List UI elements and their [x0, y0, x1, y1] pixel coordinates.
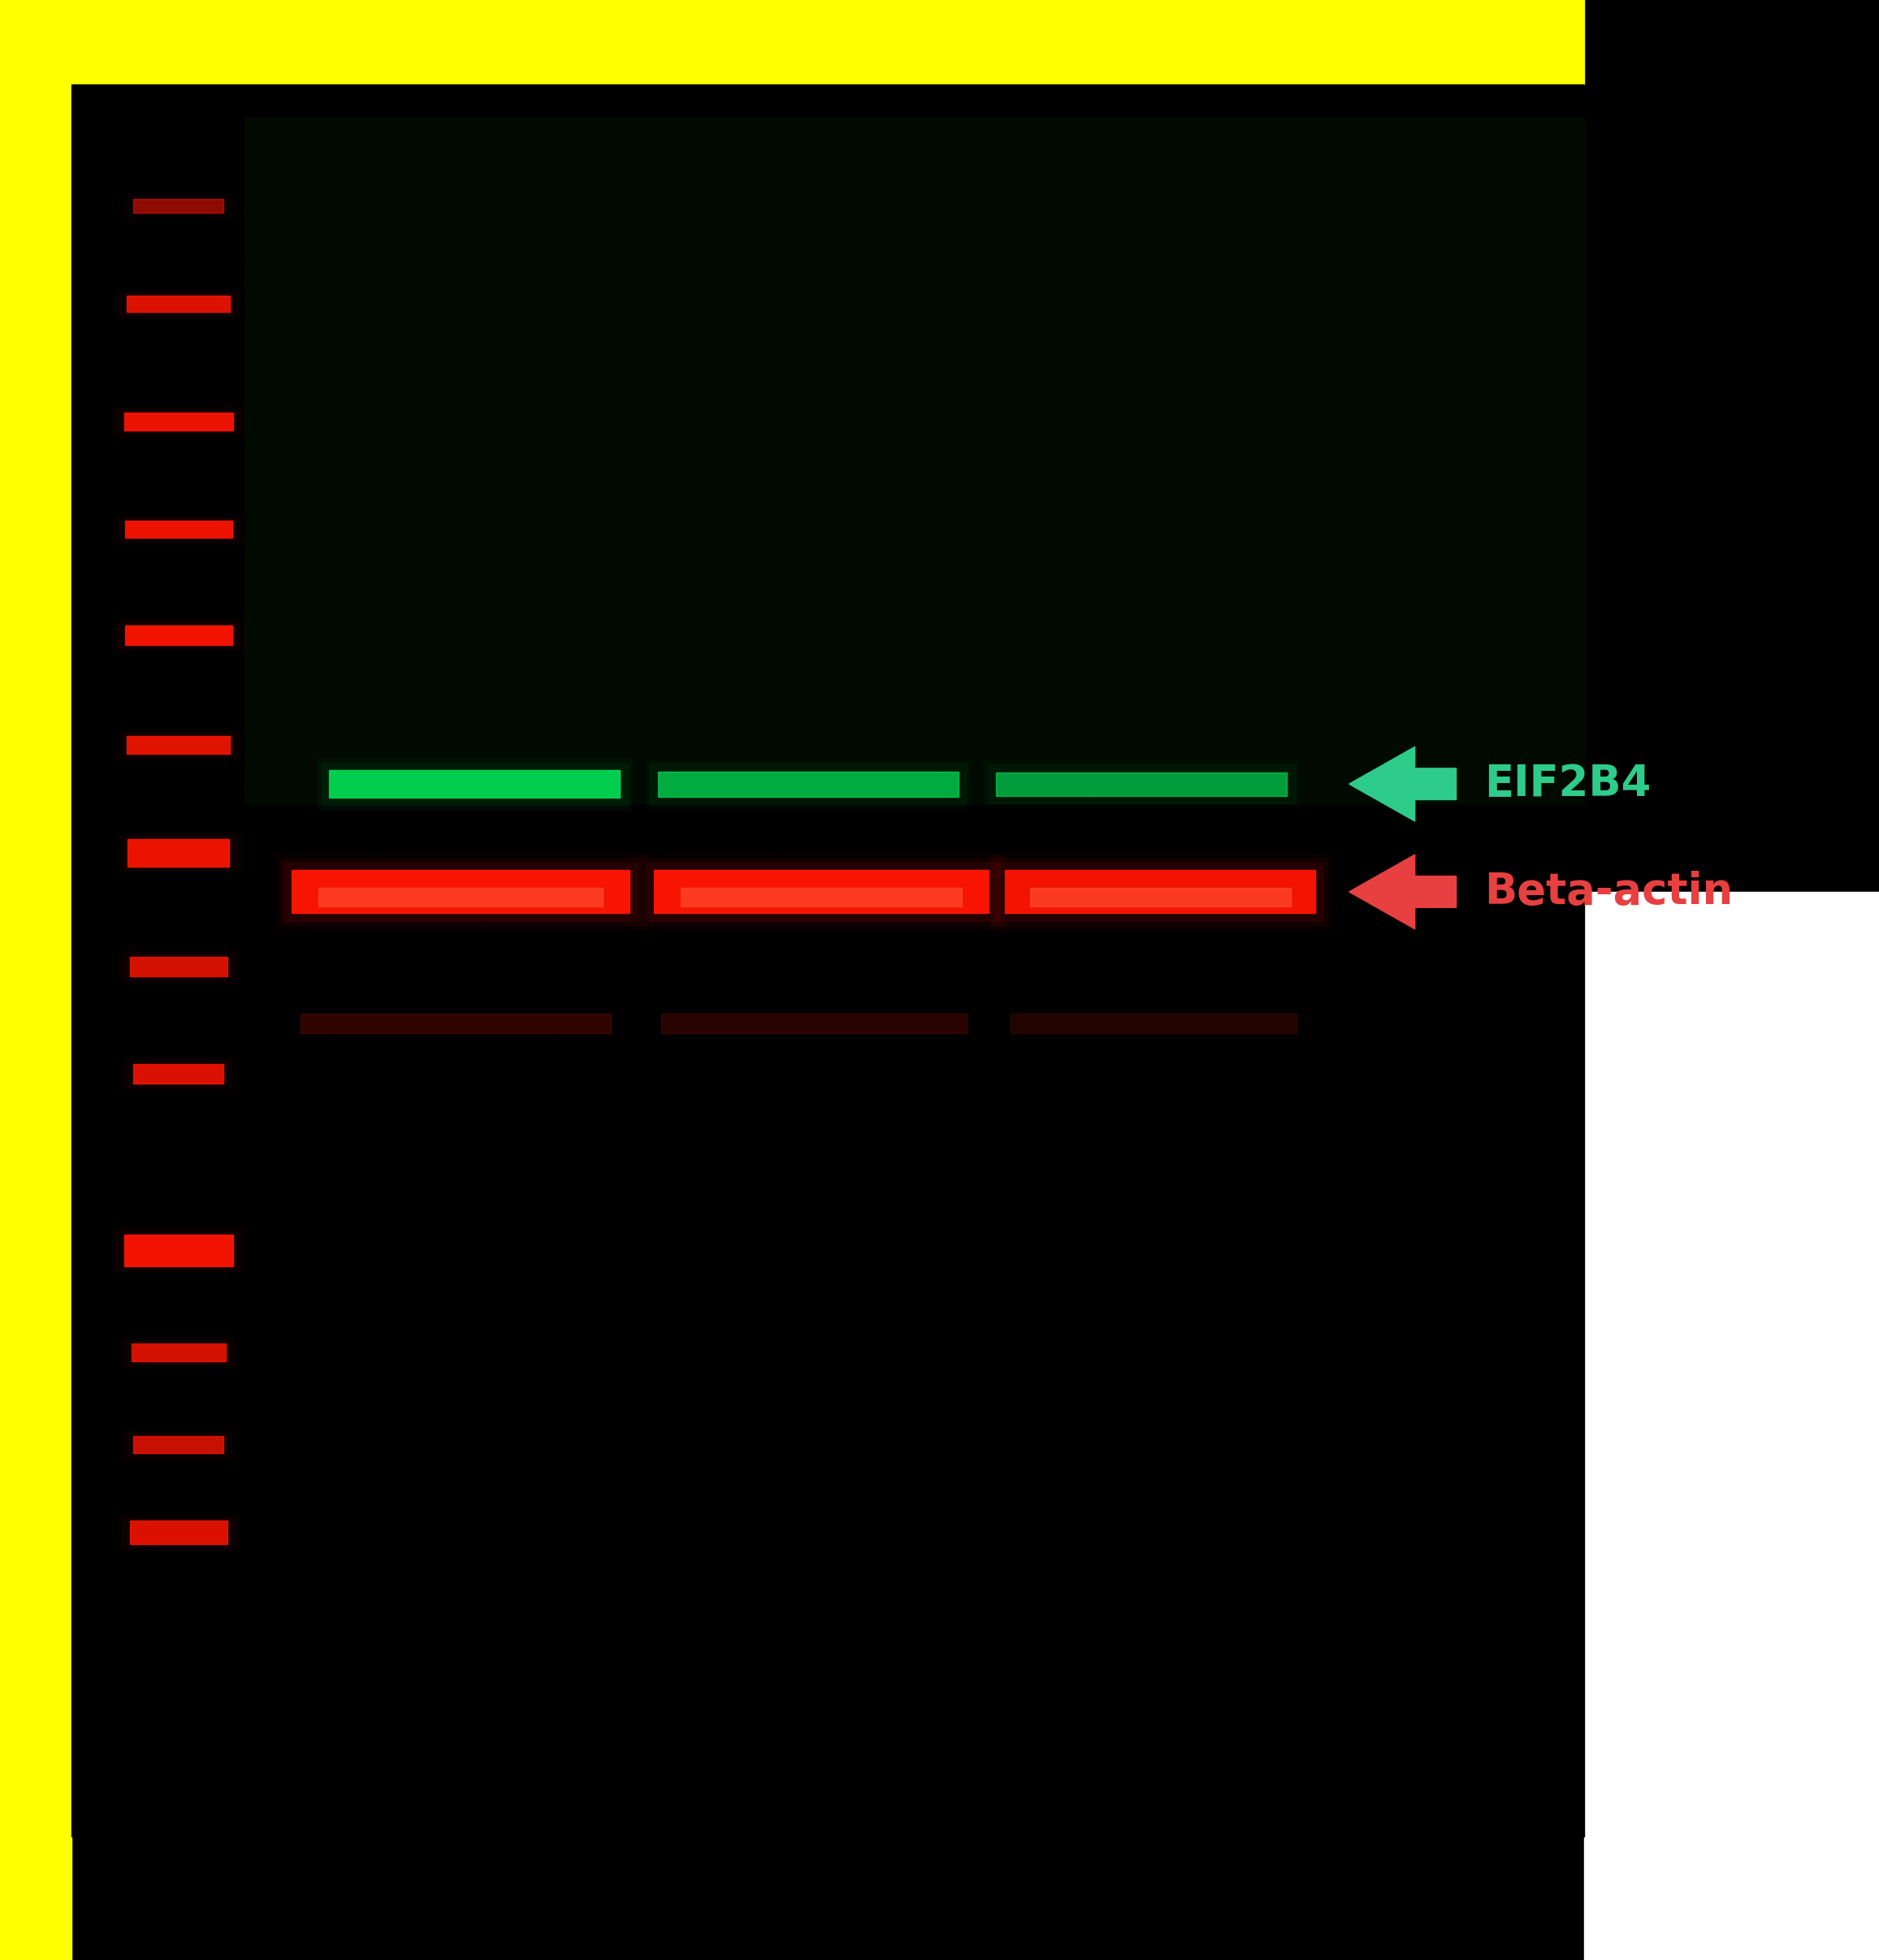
Bar: [71, 84, 1584, 1837]
Text: EIF2B4: EIF2B4: [1484, 762, 1652, 806]
Bar: [126, 735, 229, 753]
Bar: [124, 625, 231, 645]
Bar: [646, 759, 970, 808]
Bar: [133, 1064, 224, 1084]
Bar: [122, 192, 235, 218]
Bar: [118, 951, 239, 982]
Text: Beta-actin: Beta-actin: [1484, 870, 1732, 913]
Bar: [318, 888, 603, 907]
Bar: [126, 1431, 231, 1458]
Bar: [116, 408, 241, 435]
Bar: [124, 412, 233, 431]
Bar: [0, 84, 71, 1960]
Bar: [639, 855, 1003, 929]
Bar: [122, 1058, 235, 1090]
Bar: [118, 1515, 239, 1550]
Bar: [113, 1229, 244, 1272]
Bar: [130, 1521, 227, 1544]
Bar: [661, 1013, 968, 1033]
Bar: [996, 772, 1287, 796]
FancyArrow shape: [1349, 855, 1456, 929]
Bar: [650, 762, 966, 804]
Bar: [321, 762, 628, 806]
Bar: [118, 292, 237, 316]
Bar: [120, 835, 237, 870]
Bar: [1005, 870, 1315, 913]
Bar: [329, 770, 620, 798]
Bar: [115, 619, 244, 651]
Bar: [280, 858, 641, 925]
Bar: [646, 862, 996, 921]
Bar: [122, 1517, 235, 1548]
Bar: [132, 1345, 225, 1360]
Bar: [113, 406, 244, 435]
Bar: [130, 956, 227, 976]
Bar: [118, 731, 237, 757]
Bar: [0, 0, 1584, 84]
Bar: [244, 118, 1584, 804]
Bar: [124, 519, 231, 537]
Bar: [301, 1013, 611, 1033]
Bar: [318, 759, 631, 809]
Bar: [658, 772, 958, 796]
Bar: [122, 953, 235, 980]
Bar: [116, 731, 241, 759]
FancyArrow shape: [1349, 747, 1456, 821]
Bar: [120, 1337, 237, 1368]
Bar: [115, 514, 244, 543]
Bar: [1011, 1013, 1297, 1033]
Bar: [276, 855, 644, 929]
Bar: [116, 515, 241, 541]
Bar: [643, 858, 1000, 925]
Bar: [998, 862, 1323, 921]
Bar: [116, 1231, 241, 1270]
Bar: [124, 1235, 233, 1266]
Bar: [126, 296, 229, 312]
Bar: [133, 200, 224, 214]
Bar: [116, 290, 241, 318]
Bar: [654, 870, 988, 913]
Bar: [291, 870, 629, 913]
Bar: [122, 1431, 235, 1458]
Bar: [994, 858, 1327, 925]
Bar: [124, 1341, 233, 1364]
Bar: [126, 1060, 231, 1088]
Bar: [985, 760, 1298, 808]
Bar: [116, 833, 241, 872]
Bar: [126, 194, 231, 216]
Bar: [128, 839, 229, 866]
Bar: [1584, 892, 1879, 1960]
Bar: [116, 621, 241, 649]
Bar: [1030, 888, 1291, 907]
Bar: [284, 862, 637, 921]
Bar: [988, 764, 1295, 804]
Bar: [680, 888, 962, 907]
Bar: [990, 855, 1330, 929]
Bar: [133, 1435, 224, 1454]
